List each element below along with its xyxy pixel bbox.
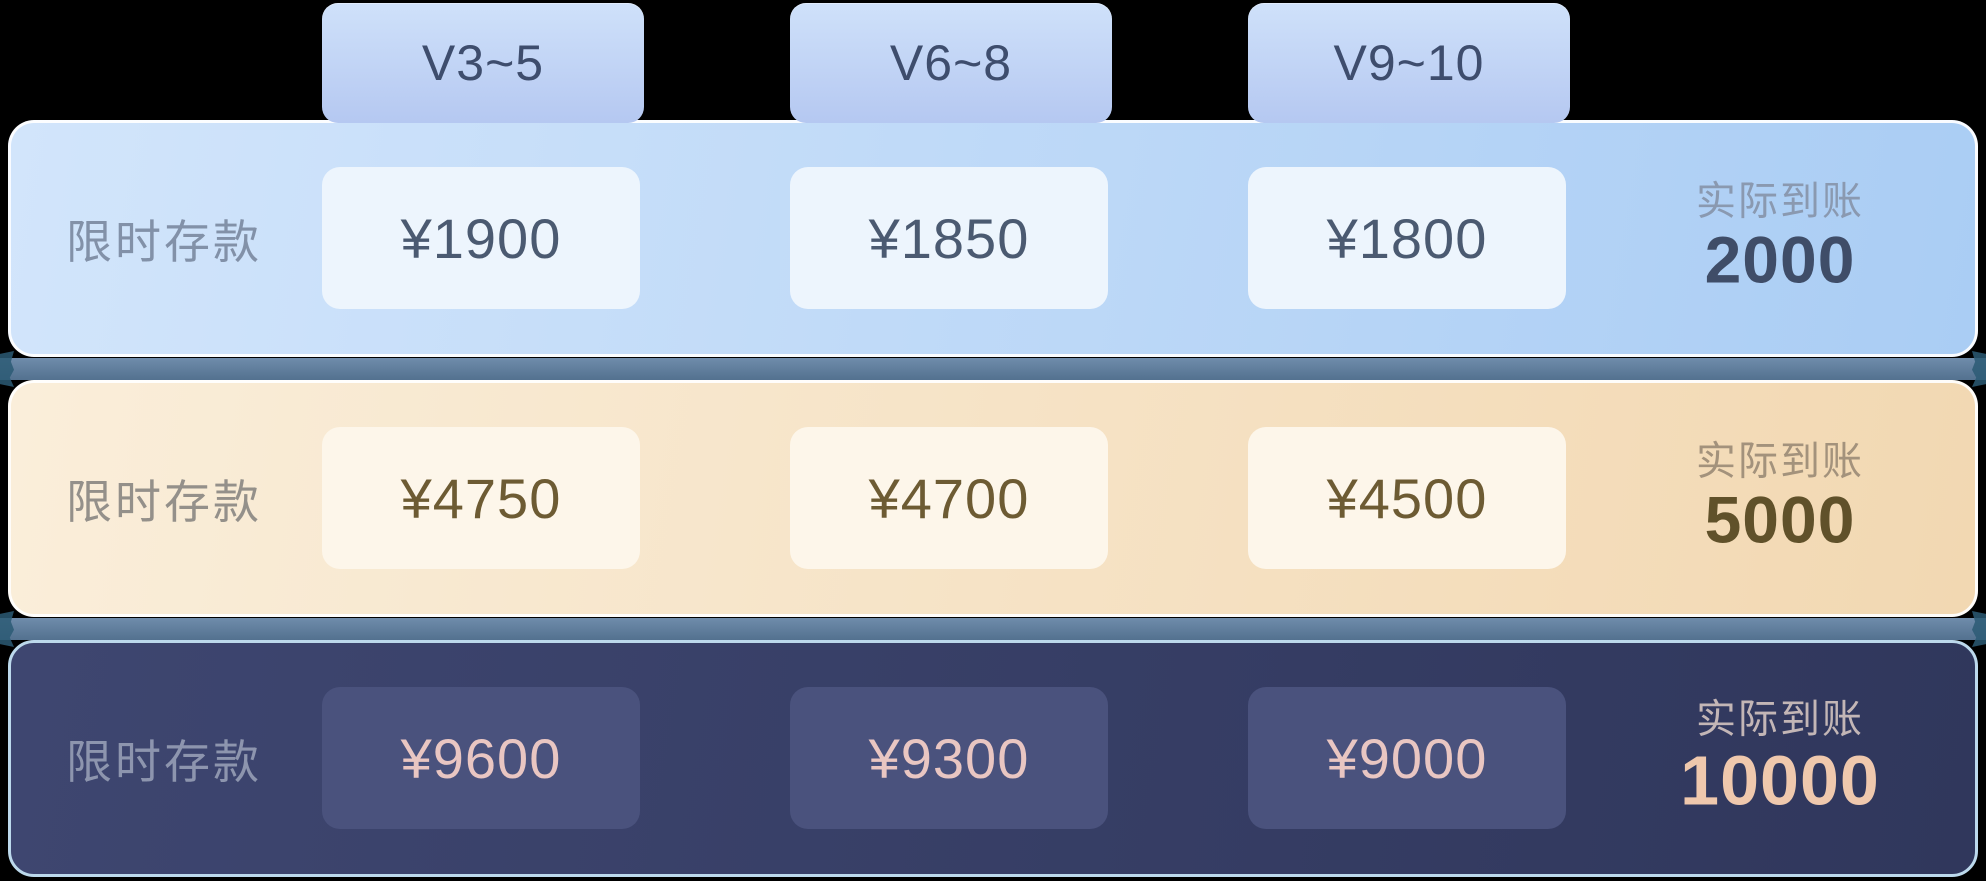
price-card-v3-5[interactable]: ¥4750	[322, 427, 640, 569]
price-card-v9-10[interactable]: ¥4500	[1248, 427, 1566, 569]
received-amount-block: 实际到账 10000	[1613, 697, 1947, 820]
price-card-v9-10[interactable]: ¥1800	[1248, 167, 1566, 309]
received-label: 实际到账	[1696, 439, 1864, 484]
row-divider	[0, 618, 1986, 640]
deposit-row-2000: 限时存款 ¥1900 ¥1850 ¥1800 实际到账 2000	[8, 120, 1978, 357]
tab-v6-8[interactable]: V6~8	[790, 3, 1112, 123]
received-value: 5000	[1704, 482, 1856, 557]
tab-label: V3~5	[421, 35, 545, 91]
price-value: ¥4750	[400, 466, 562, 530]
deposit-row-title: 限时存款	[66, 735, 262, 788]
row-divider	[0, 358, 1986, 380]
price-card-v6-8[interactable]: ¥1850	[790, 167, 1108, 309]
price-card-v3-5[interactable]: ¥1900	[322, 167, 640, 309]
price-value: ¥1900	[400, 206, 562, 270]
tab-v9-10[interactable]: V9~10	[1248, 3, 1570, 123]
deposit-row-title: 限时存款	[66, 215, 262, 268]
tab-v3-5[interactable]: V3~5	[322, 3, 644, 123]
received-label: 实际到账	[1696, 179, 1864, 224]
price-value: ¥9600	[400, 726, 562, 790]
price-value: ¥1800	[1326, 206, 1488, 270]
price-card-v3-5[interactable]: ¥9600	[322, 687, 640, 829]
deposit-row-5000: 限时存款 ¥4750 ¥4700 ¥4500 实际到账 5000	[8, 380, 1978, 617]
price-value: ¥9300	[868, 726, 1030, 790]
received-value: 2000	[1704, 222, 1856, 297]
price-card-v6-8[interactable]: ¥9300	[790, 687, 1108, 829]
tab-label: V6~8	[889, 35, 1013, 91]
received-amount-block: 实际到账 5000	[1613, 439, 1947, 558]
price-value: ¥4500	[1326, 466, 1488, 530]
price-value: ¥1850	[868, 206, 1030, 270]
received-amount-block: 实际到账 2000	[1613, 179, 1947, 298]
price-card-v9-10[interactable]: ¥9000	[1248, 687, 1566, 829]
deposit-row-10000: 限时存款 ¥9600 ¥9300 ¥9000 实际到账 10000	[8, 640, 1978, 877]
price-value: ¥9000	[1326, 726, 1488, 790]
received-label: 实际到账	[1696, 696, 1864, 741]
price-value: ¥4700	[868, 466, 1030, 530]
price-card-v6-8[interactable]: ¥4700	[790, 427, 1108, 569]
tab-label: V9~10	[1333, 35, 1485, 91]
received-value: 10000	[1680, 741, 1880, 820]
deposit-row-title: 限时存款	[66, 475, 262, 528]
